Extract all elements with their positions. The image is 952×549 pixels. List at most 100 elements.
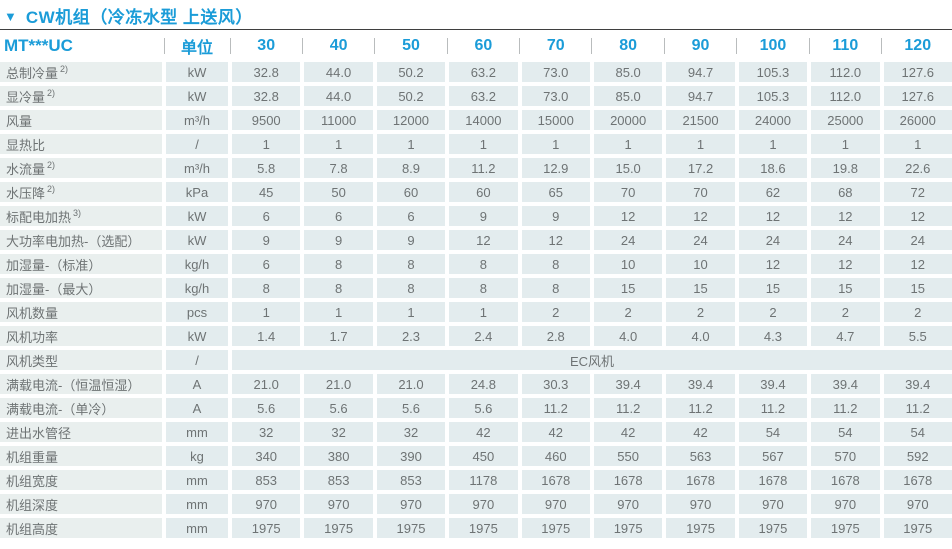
value-cell: 1975 (738, 518, 808, 538)
value-cell: 1975 (666, 518, 735, 538)
capacity-header-cell: 50 (374, 34, 446, 58)
value-cell: 21.0 (376, 374, 446, 394)
row-label: 满载电流-（恒温恒湿） (0, 374, 162, 394)
value-cell: 24.8 (449, 374, 518, 394)
value-cell: 24000 (738, 110, 808, 130)
value-cell: 11.2 (593, 398, 663, 418)
value-cell: 127.6 (883, 62, 952, 82)
unit-cell: kW (166, 62, 228, 82)
value-cell: 1975 (521, 518, 590, 538)
value-cell: 9 (376, 230, 446, 250)
footnote-marker: 2) (60, 64, 69, 75)
value-cell: 8 (376, 254, 446, 274)
value-cell: 8 (449, 254, 518, 274)
row-label: 风机类型 (0, 350, 162, 370)
value-cell: 24 (593, 230, 663, 250)
value-cell: 550 (593, 446, 663, 466)
value-cell: 10 (593, 254, 663, 274)
value-cell: 1.7 (304, 326, 373, 346)
value-cell: 63.2 (449, 62, 518, 82)
capacity-header-cell: 70 (519, 34, 590, 58)
value-cell: 12 (811, 206, 880, 226)
value-cell: 20000 (593, 110, 663, 130)
value-cell: 1 (304, 134, 373, 154)
value-cell: 1 (593, 134, 663, 154)
value-cell: 112.0 (811, 86, 880, 106)
value-cell: 12 (738, 206, 808, 226)
value-cell: 8 (232, 278, 301, 298)
value-cell: 18.6 (738, 158, 808, 178)
row-label-text: 风机功率 (6, 329, 59, 345)
value-cell: 5.6 (232, 398, 301, 418)
value-cell: 1 (811, 134, 880, 154)
value-cell: 390 (376, 446, 446, 466)
value-cell: 54 (811, 422, 880, 442)
row-label-text: 机组宽度 (6, 473, 59, 489)
value-cell: 1 (304, 302, 373, 322)
capacity-header-cell: 100 (736, 34, 808, 58)
row-label: 水流量 2) (0, 158, 162, 178)
row-label-text: 风机数量 (6, 305, 59, 321)
unit-cell: kg/h (166, 278, 228, 298)
unit-cell: kg (166, 446, 228, 466)
value-cell: 1.4 (232, 326, 301, 346)
value-cell: 112.0 (811, 62, 880, 82)
value-cell: 32.8 (232, 62, 301, 82)
table-row: 标配电加热 3) kW 6 6 6 9 9 12 12 12 12 12 (0, 206, 952, 226)
value-cell: 1 (738, 134, 808, 154)
value-cell: 15 (811, 278, 880, 298)
row-label-text: 标配电加热 (6, 209, 72, 225)
value-cell: 39.4 (738, 374, 808, 394)
value-cell: 22.6 (883, 158, 952, 178)
value-cell: 1678 (593, 470, 663, 490)
value-cell: 970 (376, 494, 446, 514)
table-row: 显热比/1 1 1 1 1 1 1 1 1 1 (0, 134, 952, 154)
row-label: 机组宽度 (0, 470, 162, 490)
value-cell: 460 (521, 446, 590, 466)
section-title: ▼ CW机组（冷冻水型 上送风） (0, 0, 952, 29)
value-cell: 4.0 (666, 326, 735, 346)
value-cell: 5.5 (883, 326, 952, 346)
table-row: 满载电流-（单冷） A 5.6 5.6 5.6 5.6 11.2 11.2 11.2 11.2 11… (0, 398, 952, 418)
unit-header-cell: 单位 (163, 34, 228, 58)
value-cell: 68 (811, 182, 880, 202)
value-cell: 70 (666, 182, 735, 202)
unit-cell: kW (166, 86, 228, 106)
value-cell: 1 (449, 134, 518, 154)
value-cell: 24 (738, 230, 808, 250)
row-label-text: 风量 (6, 113, 33, 129)
value-cell: 2.3 (376, 326, 446, 346)
footnote-marker: 3) (73, 208, 82, 219)
unit-cell: kW (166, 326, 228, 346)
unit-cell: mm (166, 470, 228, 490)
value-cell: 2 (738, 302, 808, 322)
table-row: 风量 m³/h 9500 11000 12000 14000 15000 20000 21500… (0, 110, 952, 130)
value-cell: 19.8 (811, 158, 880, 178)
unit-cell: kPa (166, 182, 228, 202)
row-label: 风机功率 (0, 326, 162, 346)
capacity-header-cell: 40 (301, 34, 373, 58)
value-cell: 1 (666, 134, 735, 154)
table-row: 水压降 2) kPa 45 50 60 60 65 70 70 62 68 72 (0, 182, 952, 202)
value-cell: 1 (376, 134, 446, 154)
value-cell: 73.0 (521, 62, 590, 82)
value-cell: 50.2 (376, 62, 446, 82)
row-label: 加湿量-（最大） (0, 278, 162, 298)
value-cell: 2 (666, 302, 735, 322)
value-cell: 1678 (521, 470, 590, 490)
value-cell: 11.2 (449, 158, 518, 178)
value-cell: 1975 (811, 518, 880, 538)
value-cell: 12 (738, 254, 808, 274)
value-cell: 2 (883, 302, 952, 322)
value-cell: 1 (521, 134, 590, 154)
value-cell: 54 (738, 422, 808, 442)
row-label-text: 机组深度 (6, 497, 59, 513)
value-cell: 12 (883, 254, 952, 274)
value-cell: 567 (738, 446, 808, 466)
value-cell: 853 (376, 470, 446, 490)
row-label-text: 水压降 (6, 185, 46, 201)
value-cell: 44.0 (304, 86, 373, 106)
value-cell: 45 (232, 182, 301, 202)
value-cell: 1678 (666, 470, 735, 490)
value-cell: 62 (738, 182, 808, 202)
